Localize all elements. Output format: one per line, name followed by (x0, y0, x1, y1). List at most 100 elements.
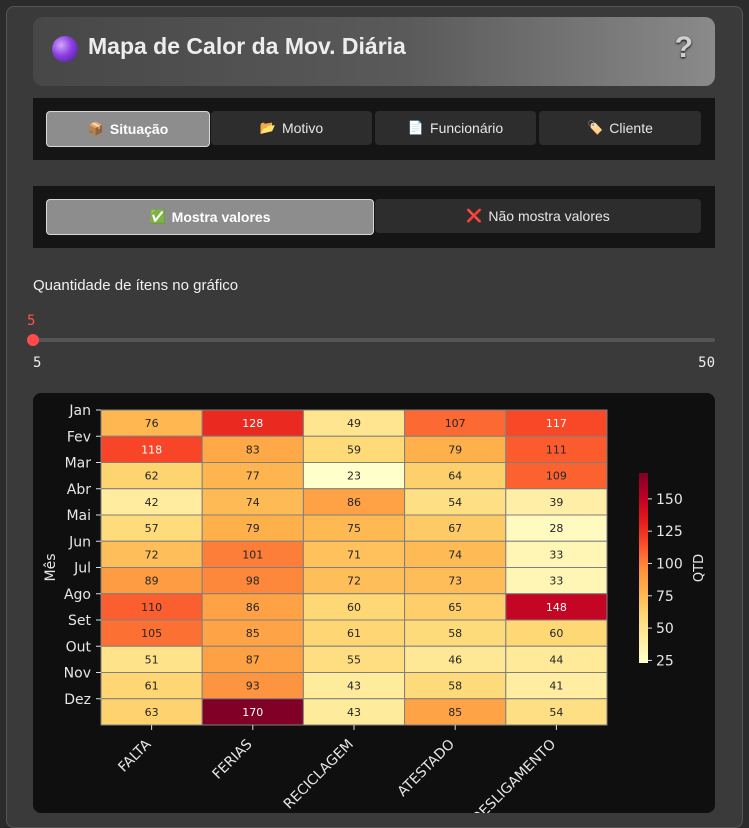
heatmap-cell (201, 435, 304, 463)
cell-value-label: 55 (347, 653, 361, 666)
cell-value-label: 23 (347, 470, 361, 483)
show-values-toggle: ✅ Mostra valores ❌ Não mostra valores (33, 186, 715, 248)
heatmap-cell (100, 540, 203, 568)
cell-value-label: 59 (347, 443, 361, 456)
y-tick-label: Fev (67, 429, 91, 445)
heatmap-cell (201, 672, 304, 700)
heatmap-cell (302, 462, 406, 490)
document-icon: 📄 (407, 120, 425, 135)
cell-value-label: 79 (246, 522, 260, 535)
slider-max: 50 (698, 355, 715, 371)
y-tick-label: Ago (64, 587, 91, 603)
heatmap-cell (201, 619, 304, 647)
cell-value-label: 111 (546, 443, 567, 456)
heatmap-cell (100, 514, 203, 542)
slider-label: Quantidade de ítens no gráfico (33, 277, 239, 294)
heatmap-cell (505, 619, 608, 647)
heatmap-cell (404, 619, 507, 647)
heatmap-cell (505, 698, 608, 726)
slider-current-value: 5 (27, 313, 36, 329)
y-tick-label: Set (68, 613, 92, 629)
cell-value-label: 42 (145, 496, 159, 509)
heatmap-cell (404, 672, 507, 700)
cell-value-label: 117 (546, 417, 567, 430)
cell-value-label: 61 (145, 680, 159, 693)
heatmap-cell (505, 462, 608, 490)
cell-value-label: 87 (246, 653, 260, 666)
heatmap-cell (404, 593, 507, 621)
cell-value-label: 85 (246, 627, 260, 640)
toggle-label: Mostra valores (171, 209, 271, 225)
cell-value-label: 49 (347, 417, 361, 430)
cell-value-label: 71 (347, 548, 361, 561)
heatmap-cell (505, 488, 608, 516)
toggle-label: Não mostra valores (488, 208, 610, 224)
cell-value-label: 72 (347, 575, 361, 588)
heatmap-cell (201, 488, 304, 516)
tab-funcionario[interactable]: 📄 Funcionário (375, 111, 536, 145)
cell-value-label: 73 (448, 575, 462, 588)
cell-value-label: 57 (145, 522, 159, 535)
cell-value-label: 93 (246, 680, 260, 693)
cell-value-label: 101 (242, 548, 263, 561)
cell-value-label: 33 (549, 548, 563, 561)
hide-values-button[interactable]: ❌ Não mostra valores (375, 199, 701, 233)
purple-circle-icon (52, 36, 78, 62)
x-tick-label: FALTA (115, 736, 154, 775)
y-tick-label: Jun (68, 534, 91, 550)
tab-motivo[interactable]: 📂 Motivo (211, 111, 372, 145)
cell-value-label: 74 (246, 496, 260, 509)
heatmap-cell (505, 645, 608, 673)
tab-situacao[interactable]: 📦 Situação (46, 111, 210, 147)
y-tick-label: Abr (67, 482, 91, 498)
heatmap-cell (505, 514, 608, 542)
heatmap-cell (201, 540, 304, 568)
cell-value-label: 64 (448, 470, 462, 483)
slider-track[interactable] (33, 338, 715, 342)
show-values-button[interactable]: ✅ Mostra valores (46, 199, 374, 235)
cell-value-label: 28 (549, 522, 563, 535)
cell-value-label: 65 (448, 601, 462, 614)
y-tick-label: Out (66, 639, 92, 655)
cell-value-label: 83 (246, 443, 260, 456)
tab-label: Motivo (281, 120, 324, 136)
cell-value-label: 98 (246, 575, 260, 588)
heatmap-cell (201, 514, 304, 542)
tab-label: Situação (109, 121, 169, 137)
cell-value-label: 110 (141, 601, 162, 614)
cell-value-label: 107 (445, 417, 466, 430)
heatmap-cell (302, 488, 406, 516)
cross-icon: ❌ (466, 208, 483, 223)
check-mark-icon: ✅ (149, 209, 166, 224)
heatmap-cell (505, 409, 608, 437)
y-tick-label: Jan (68, 403, 91, 419)
colorbar-label: QTD (692, 554, 707, 582)
tab-cliente[interactable]: 🏷️ Cliente (539, 111, 701, 145)
heatmap-chart: 76 128 49 107 117 118 83 59 79 111 62 77 23 64 109 42 74… (33, 393, 715, 813)
package-icon: 📦 (87, 121, 104, 136)
help-icon[interactable]: ? (674, 31, 693, 64)
cell-value-label: 60 (347, 601, 361, 614)
cell-value-label: 148 (546, 601, 567, 614)
heatmap-cell (100, 645, 203, 673)
heatmap-cell (100, 619, 203, 647)
cell-value-label: 85 (448, 706, 462, 719)
cell-value-label: 86 (347, 496, 361, 509)
colorbar-tick-label: 100 (656, 556, 683, 572)
cell-value-label: 61 (347, 627, 361, 640)
heatmap-cell (100, 488, 203, 516)
cell-value-label: 63 (145, 706, 159, 719)
colorbar-tick-label: 125 (656, 524, 683, 540)
cell-value-label: 89 (145, 575, 159, 588)
x-tick-label: DESLIGAMENTO (469, 737, 559, 813)
cell-value-label: 118 (141, 443, 162, 456)
x-tick-label: FERIAS (210, 736, 256, 782)
slider-thumb[interactable] (27, 334, 39, 346)
cell-value-label: 75 (347, 522, 361, 535)
y-tick-label: Nov (64, 666, 91, 682)
cell-value-label: 86 (246, 601, 260, 614)
heatmap-cell (505, 567, 608, 595)
heatmap-cell (100, 409, 203, 437)
page-title: Mapa de Calor da Mov. Diária (88, 33, 406, 59)
cell-value-label: 39 (549, 496, 563, 509)
